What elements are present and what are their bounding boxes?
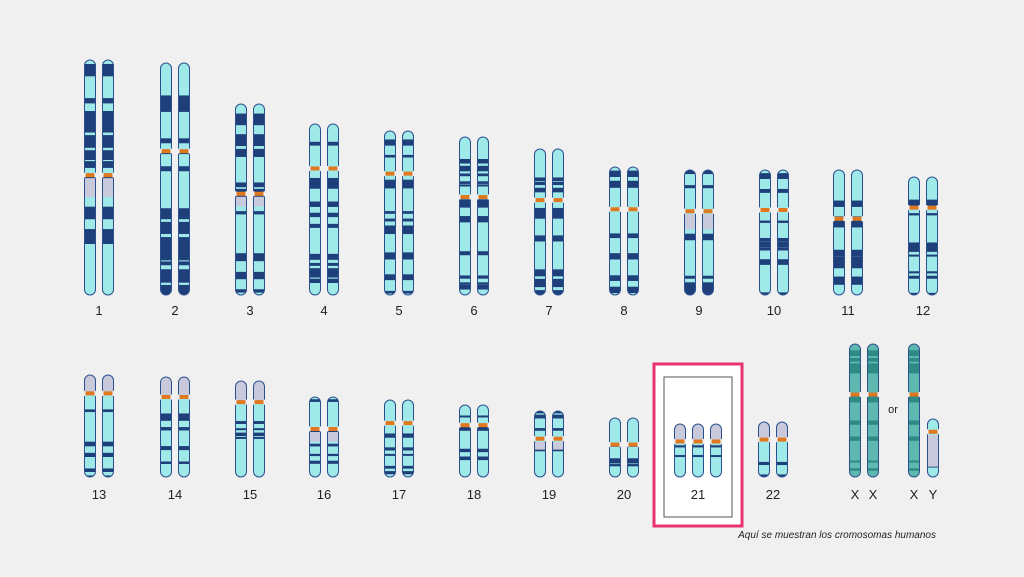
- chromosome-19-a: [533, 410, 547, 478]
- chromosome-6-b: [476, 136, 490, 296]
- chromosome-label-y: Y: [929, 487, 938, 502]
- chromosome-label-10: 10: [767, 303, 781, 318]
- chromosome-x-female-1: [848, 343, 862, 478]
- chromosome-label-16: 16: [317, 487, 331, 502]
- chromosome-15-a: [234, 380, 248, 478]
- chromosome-layer: [83, 59, 940, 478]
- chromosome-3-a: [234, 103, 248, 296]
- chromosome-22-b: [775, 421, 789, 478]
- chromosome-y: [926, 418, 940, 478]
- chromosome-2-b: [177, 62, 191, 296]
- chromosome-label-20: 20: [617, 487, 631, 502]
- chromosome-9-a: [683, 169, 697, 296]
- chromosome-1-b: [101, 59, 115, 296]
- chromosome-22-a: [757, 421, 771, 478]
- chromosome-11-b: [850, 169, 864, 296]
- chromosome-21-copy-2: [691, 423, 705, 478]
- chromosome-5-b: [401, 130, 415, 296]
- chromosome-label-x-female-2: X: [869, 487, 878, 502]
- chromosome-5-a: [383, 130, 397, 296]
- chromosome-12-a: [907, 176, 921, 296]
- chromosome-label-11: 11: [841, 303, 855, 318]
- chromosome-label-8: 8: [620, 303, 627, 318]
- chromosome-1-a: [83, 59, 97, 296]
- chromosome-17-b: [401, 399, 415, 478]
- chromosome-15-b: [252, 380, 266, 478]
- chromosome-7-a: [533, 148, 547, 296]
- chromosome-21-group: [673, 423, 723, 478]
- chromosome-8-b: [626, 166, 640, 296]
- chromosome-label-6: 6: [470, 303, 477, 318]
- chromosome-label-3: 3: [246, 303, 253, 318]
- chromosome-label-19: 19: [542, 487, 556, 502]
- chromosome-x-female-2: [866, 343, 880, 478]
- chromosome-18-b: [476, 404, 490, 478]
- chromosome-label-1: 1: [95, 303, 102, 318]
- chromosome-18-a: [458, 404, 472, 478]
- chromosome-6-a: [458, 136, 472, 296]
- chromosome-3-b: [252, 103, 266, 296]
- chromosome-10-b: [776, 169, 790, 296]
- chromosome-16-b: [326, 396, 340, 478]
- chromosome-9-b: [701, 169, 715, 296]
- chromosome-label-4: 4: [320, 303, 327, 318]
- chromosome-label-13: 13: [92, 487, 106, 502]
- chromosome-4-b: [326, 123, 340, 296]
- chromosome-16-a: [308, 396, 322, 478]
- chromosome-label-x-female-1: X: [851, 487, 860, 502]
- chromosome-label-14: 14: [168, 487, 182, 502]
- chromosome-label-9: 9: [695, 303, 702, 318]
- chromosome-2-a: [159, 62, 173, 296]
- chromosome-label-7: 7: [545, 303, 552, 318]
- chromosome-20-b: [626, 417, 640, 478]
- chromosome-17-a: [383, 399, 397, 478]
- chromosome-14-b: [177, 376, 191, 478]
- chromosome-12-b: [925, 176, 939, 296]
- chromosome-4-a: [308, 123, 322, 296]
- chromosome-21-copy-3: [709, 423, 723, 478]
- chromosome-label-x-male: X: [910, 487, 919, 502]
- chromosome-label-18: 18: [467, 487, 481, 502]
- chromosome-8-a: [608, 166, 622, 296]
- chromosome-label-15: 15: [243, 487, 257, 502]
- chromosome-label-17: 17: [392, 487, 406, 502]
- chromosome-11-a: [832, 169, 846, 296]
- chromosome-21-copy-1: [673, 423, 687, 478]
- chromosome-x-male: [907, 343, 921, 478]
- or-label: or: [888, 404, 898, 416]
- chromosome-13-a: [83, 374, 97, 478]
- chromosome-label-21: 21: [691, 487, 705, 502]
- caption: Aquí se muestran los cromosomas humanos: [738, 530, 936, 541]
- chromosome-20-a: [608, 417, 622, 478]
- chromosome-13-b: [101, 374, 115, 478]
- chromosome-14-a: [159, 376, 173, 478]
- chromosome-label-2: 2: [171, 303, 178, 318]
- chromosome-label-12: 12: [916, 303, 930, 318]
- chromosome-7-b: [551, 148, 565, 296]
- chromosome-label-22: 22: [766, 487, 780, 502]
- chromosome-label-5: 5: [395, 303, 402, 318]
- chromosome-10-a: [758, 169, 772, 296]
- chromosome-19-b: [551, 410, 565, 478]
